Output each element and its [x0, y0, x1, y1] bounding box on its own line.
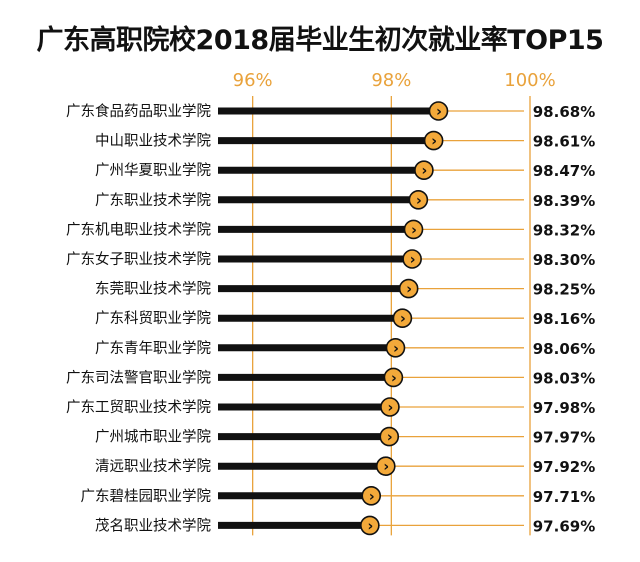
category-label-4: 广东机电职业技术学院 [66, 221, 211, 238]
bar-end-arrow-7: › [400, 311, 406, 327]
bar-end-marker-5 [402, 249, 422, 269]
bar-end-marker-7 [392, 308, 413, 329]
bar-end-arrow-8: › [393, 341, 399, 357]
value-label-3: 98.39% [533, 192, 595, 210]
bar-end-marker-9 [383, 367, 404, 388]
category-label-2: 广州华夏职业学院 [95, 162, 211, 179]
category-label-14: 茂名职业技术学院 [95, 517, 211, 534]
value-label-13: 97.71% [533, 488, 595, 506]
x-tick-label-2: 100% [504, 70, 555, 91]
bar-end-arrow-14: › [367, 518, 373, 534]
category-label-1: 中山职业技术学院 [95, 133, 211, 150]
value-label-9: 98.03% [533, 369, 595, 387]
bar-end-arrow-4: › [411, 222, 417, 238]
value-label-12: 97.92% [533, 458, 595, 476]
value-label-6: 98.25% [533, 281, 595, 299]
bar-end-marker-10 [380, 397, 400, 417]
category-label-12: 清远职业技术学院 [95, 458, 211, 475]
category-label-3: 广东职业技术学院 [95, 192, 211, 209]
bar-end-arrow-12: › [383, 459, 389, 475]
bar-end-marker-1 [423, 130, 444, 151]
category-label-5: 广东女子职业技术学院 [66, 250, 211, 268]
bar-end-marker-12 [375, 456, 396, 477]
bar-end-arrow-13: › [369, 489, 375, 505]
value-label-14: 97.69% [533, 517, 595, 535]
bar-end-marker-2 [414, 160, 434, 180]
bar-end-marker-0 [428, 101, 449, 121]
category-label-13: 广东碧桂园职业学院 [81, 488, 212, 505]
x-tick-label-1: 98% [371, 70, 411, 91]
bar-end-marker-6 [398, 278, 419, 299]
category-label-7: 广东科贸职业学院 [95, 310, 211, 327]
value-label-11: 97.97% [533, 429, 595, 447]
value-label-5: 98.30% [533, 251, 595, 269]
category-label-11: 广州城市职业学院 [95, 429, 211, 446]
category-label-8: 广东青年职业学院 [95, 340, 211, 357]
bar-end-arrow-1: › [431, 134, 437, 150]
bar-end-arrow-6: › [406, 282, 412, 298]
category-label-6: 东莞职业技术学院 [95, 281, 211, 298]
chart-title: 广东高职院校2018届毕业生初次就业率TOP15 [36, 25, 604, 56]
value-label-1: 98.61% [533, 133, 595, 151]
value-label-7: 98.16% [533, 310, 595, 328]
x-tick-label-0: 96% [233, 70, 273, 91]
bar-end-arrow-5: › [410, 252, 416, 268]
bar-end-arrow-3: › [416, 193, 422, 209]
category-label-9: 广东司法警官职业学院 [66, 369, 211, 386]
value-label-2: 98.47% [533, 162, 595, 180]
category-label-10: 广东工贸职业技术学院 [66, 399, 211, 416]
bar-end-arrow-10: › [388, 400, 394, 416]
bar-end-marker-11 [379, 426, 400, 447]
bar-end-marker-8 [385, 337, 406, 358]
bar-end-marker-14 [360, 515, 380, 536]
value-label-4: 98.32% [533, 221, 595, 239]
value-label-8: 98.06% [533, 340, 595, 358]
bar-end-marker-4 [403, 219, 424, 240]
bar-end-arrow-11: › [387, 430, 393, 446]
bar-end-arrow-2: › [422, 163, 428, 179]
category-label-0: 广东食品药品职业学院 [66, 103, 211, 120]
bar-end-arrow-9: › [391, 370, 397, 386]
bar-end-arrow-0: › [436, 104, 442, 120]
bar-end-marker-3 [408, 190, 429, 210]
value-label-0: 98.68% [533, 103, 595, 121]
value-label-10: 97.98% [533, 399, 595, 417]
bar-end-marker-13 [361, 485, 382, 506]
